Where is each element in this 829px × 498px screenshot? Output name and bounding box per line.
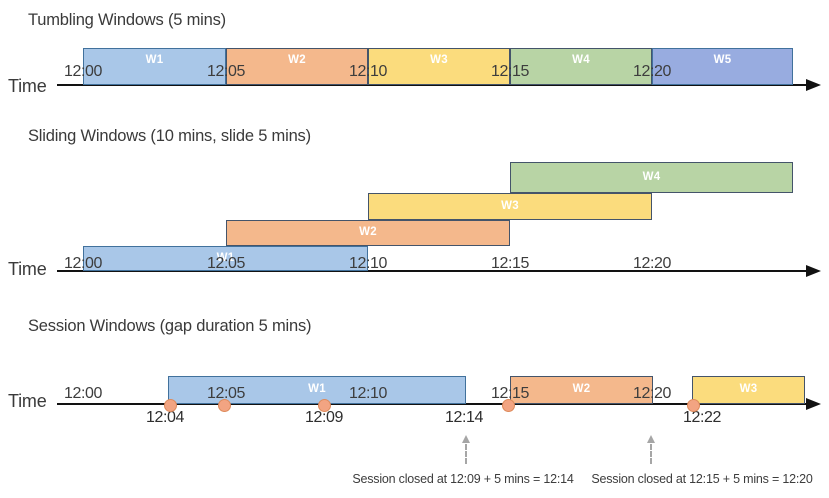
sliding-time-axis-label: Time	[8, 259, 47, 279]
tumbling-window-w1: W1	[83, 48, 226, 85]
sliding-title: Sliding Windows (10 mins, slide 5 mins)	[28, 127, 311, 145]
tick-label: 12:15	[490, 255, 530, 272]
arrow-up-icon	[647, 435, 655, 443]
tick-label: 12:05	[206, 63, 246, 80]
tick-label: 12:05	[206, 385, 246, 402]
session-window-w2: W2	[510, 376, 653, 404]
event-dot	[502, 399, 515, 412]
tumbling-time-axis	[57, 84, 806, 86]
session-close-annotation-1: Session closed at 12:09 + 5 mins = 12:14	[352, 472, 574, 486]
sliding-time-axis	[57, 270, 806, 272]
sliding-window-w4: W4	[510, 162, 793, 193]
window-label: W2	[572, 383, 591, 396]
session-close-annotation-2: Session closed at 12:15 + 5 mins = 12:20	[591, 472, 813, 486]
tumbling-title: Tumbling Windows (5 mins)	[28, 11, 226, 29]
tick-label: 12:20	[632, 255, 672, 272]
window-label: W2	[359, 226, 377, 239]
event-dot	[218, 399, 231, 412]
session-time-axis	[57, 403, 806, 405]
tumbling-window-w5: W5	[652, 48, 793, 85]
tumbling-time-axis-label: Time	[8, 76, 47, 96]
window-label: W3	[501, 199, 519, 212]
tumbling-window-w2: W2	[226, 48, 368, 85]
window-label: W1	[145, 54, 164, 66]
session-axis-arrowhead-icon	[806, 398, 821, 410]
window-label: W3	[739, 383, 758, 396]
window-label: W4	[572, 54, 590, 66]
window-label: W1	[216, 251, 235, 264]
tick-label: 12:00	[63, 385, 103, 402]
tick-label: 12:00	[63, 63, 103, 80]
session-title: Session Windows (gap duration 5 mins)	[28, 317, 312, 335]
tick-label: 12:10	[348, 63, 388, 80]
window-label: W1	[308, 383, 326, 396]
event-dot	[687, 399, 700, 412]
tick-label: 12:10	[348, 385, 388, 402]
window-label: W3	[430, 54, 448, 66]
event-dot	[318, 399, 331, 412]
tick-label: 12:05	[206, 255, 246, 272]
event-time-label: 12:14	[444, 409, 484, 426]
sliding-window-w1: W1	[83, 246, 368, 271]
sliding-window-w2: W2	[226, 220, 510, 246]
tick-label: 12:10	[348, 255, 388, 272]
tick-label: 12:15	[490, 385, 530, 402]
session-close-arrow-1	[462, 435, 470, 464]
session-time-axis-label: Time	[8, 391, 47, 411]
arrow-shaft	[650, 444, 652, 464]
event-dot	[164, 399, 177, 412]
window-label: W4	[642, 170, 661, 183]
event-time-label: 12:09	[304, 409, 344, 426]
tumbling-axis-arrowhead-icon	[806, 79, 821, 91]
event-time-label: 12:22	[682, 409, 722, 426]
arrow-up-icon	[462, 435, 470, 443]
session-window-w1: W1	[168, 376, 466, 404]
tick-label: 12:20	[632, 385, 672, 402]
tumbling-window-w4: W4	[510, 48, 652, 85]
tick-label: 12:20	[632, 63, 672, 80]
event-time-label: 12:04	[145, 409, 185, 426]
sliding-window-w3: W3	[368, 193, 652, 220]
tick-label: 12:00	[63, 255, 103, 272]
window-label: W2	[288, 54, 306, 66]
tumbling-window-w3: W3	[368, 48, 510, 85]
arrow-shaft	[465, 444, 467, 464]
tick-label: 12:15	[490, 63, 530, 80]
session-window-w3: W3	[692, 376, 805, 404]
window-label: W5	[713, 54, 732, 66]
session-close-arrow-2	[647, 435, 655, 464]
sliding-axis-arrowhead-icon	[806, 265, 821, 277]
